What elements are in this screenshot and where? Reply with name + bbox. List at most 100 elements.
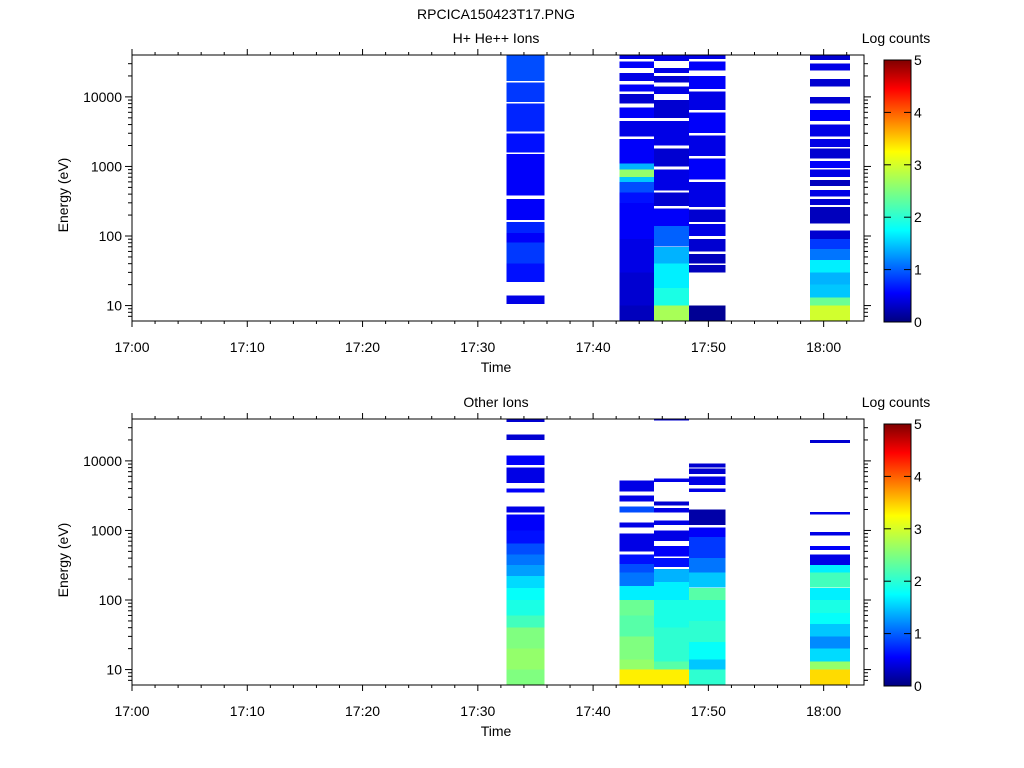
heatmap-cell (654, 520, 689, 525)
heatmap-cell (506, 506, 545, 513)
heatmap-cell (688, 209, 726, 222)
heatmap-cell (654, 661, 689, 670)
colorbar-tick-label: 4 (914, 468, 922, 484)
heatmap-cell (506, 514, 545, 531)
heatmap-cell (619, 506, 655, 513)
heatmap-cell (688, 476, 726, 485)
heatmap-cell (809, 554, 851, 565)
heatmap-cell (809, 189, 851, 197)
heatmap-cell (506, 530, 545, 544)
heatmap-cell (619, 55, 655, 59)
heatmap-cell (809, 284, 851, 298)
heatmap-cell (619, 572, 655, 586)
x-tick-label: 17:30 (460, 703, 495, 719)
colorbar-tick-label: 5 (914, 416, 922, 432)
heatmap-cell (688, 223, 726, 236)
heatmap-cell (619, 636, 655, 660)
colorbar-tick-label: 4 (914, 104, 922, 120)
heatmap-cell (809, 648, 851, 662)
heatmap-cell (654, 192, 689, 206)
panel-h-he-ions: H+ He++ Ions 17:00 17:10 17:20 17:30 17:40 17… (55, 30, 930, 375)
heatmap-cell (809, 624, 851, 637)
heatmap-cell (688, 509, 726, 525)
heatmap-cell (506, 455, 545, 465)
y-axis-label: Energy (eV) (55, 523, 71, 598)
y-tick-label: 100 (99, 592, 123, 608)
heatmap-cell (809, 572, 851, 588)
heatmap-cell (506, 669, 545, 685)
heatmap-cell (688, 61, 726, 71)
heatmap-cell (809, 55, 851, 60)
heatmap-cell (809, 160, 851, 168)
heatmap-cell (654, 208, 689, 226)
heatmap-cell (688, 75, 726, 89)
heatmap-cell (809, 207, 851, 224)
y-axis-label: Energy (eV) (55, 158, 71, 233)
heatmap-cell (688, 572, 726, 588)
heatmap-cell (619, 669, 655, 685)
heatmap-cell (619, 305, 655, 321)
heatmap-cell (688, 91, 726, 110)
heatmap-cell (506, 242, 545, 264)
colorbar-tick-label: 1 (914, 262, 922, 278)
colorbar-tick-label: 0 (914, 314, 922, 330)
heatmap-cell (619, 533, 655, 552)
x-tick-label: 17:10 (230, 339, 265, 355)
heatmap-cell (506, 434, 545, 440)
heatmap-cell (506, 587, 545, 600)
heatmap-cell (654, 100, 689, 118)
heatmap-cell (654, 558, 689, 567)
heatmap-cell (619, 84, 655, 92)
heatmap-cell (506, 615, 545, 628)
colorbar: Log counts 0 1 2 3 4 5 (862, 30, 931, 330)
heatmap-cell (688, 641, 726, 660)
colorbar-gradient (883, 423, 912, 687)
heatmap-cells (506, 55, 851, 321)
heatmap-cell (688, 620, 726, 642)
heatmap-cell (654, 121, 689, 146)
heatmap-cell (809, 63, 851, 71)
heatmap-cell (809, 564, 851, 573)
y-tick-label: 10000 (83, 453, 122, 469)
heatmap-cell (654, 263, 689, 288)
heatmap-cell (619, 615, 655, 637)
colorbar: Log counts 0 1 2 3 4 5 (862, 394, 931, 694)
heatmap-cell (688, 265, 726, 273)
heatmap-cell (619, 169, 655, 178)
heatmap-cell (619, 61, 655, 68)
plot-frame (131, 418, 865, 686)
heatmap-cell (688, 135, 726, 157)
heatmap-cell (506, 543, 545, 555)
heatmap-cell (506, 600, 545, 616)
heatmap-cell (619, 192, 655, 203)
heatmap-cells (506, 419, 851, 685)
x-tick-label: 17:50 (691, 703, 726, 719)
heatmap-cell (688, 558, 726, 573)
heatmap-cell (809, 179, 851, 187)
heatmap-cell (619, 73, 655, 81)
plot-frame (131, 54, 865, 322)
heatmap-cell (506, 221, 545, 234)
x-axis-label: Time (481, 723, 512, 739)
heatmap-cell (506, 419, 545, 423)
heatmap-cell (809, 532, 851, 536)
heatmap-cell (506, 82, 545, 102)
x-tick-label: 17:40 (576, 339, 611, 355)
heatmap-cell (654, 68, 689, 73)
y-tick-label: 1000 (91, 158, 122, 174)
panel-title: Other Ions (463, 394, 528, 410)
colorbar-tick-label: 3 (914, 521, 922, 537)
colorbar-tick-label: 5 (914, 52, 922, 68)
heatmap-cell (688, 468, 726, 474)
x-tick-label: 17:50 (691, 339, 726, 355)
heatmap-cell (809, 669, 851, 685)
heatmap-cell (619, 225, 655, 240)
colorbar-label: Log counts (862, 30, 931, 46)
heatmap-cell (619, 177, 655, 182)
heatmap-cell (654, 568, 689, 583)
heatmap-cell (619, 272, 655, 306)
heatmap-cell (809, 600, 851, 613)
heatmap-cell (809, 138, 851, 148)
heatmap-cell (688, 239, 726, 252)
heatmap-cell (654, 600, 689, 628)
